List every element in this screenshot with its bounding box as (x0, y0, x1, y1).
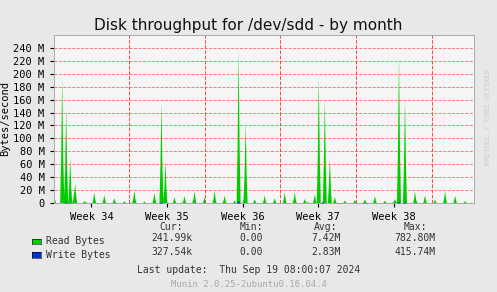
Text: Max:: Max: (403, 222, 427, 232)
Text: Avg:: Avg: (314, 222, 337, 232)
Text: Read Bytes: Read Bytes (46, 237, 104, 246)
Text: 327.54k: 327.54k (151, 247, 192, 257)
Text: Write Bytes: Write Bytes (46, 250, 110, 260)
Text: Cur:: Cur: (160, 222, 183, 232)
Text: 782.80M: 782.80M (395, 234, 435, 244)
Text: Disk throughput for /dev/sdd - by month: Disk throughput for /dev/sdd - by month (94, 18, 403, 33)
Text: 241.99k: 241.99k (151, 234, 192, 244)
Text: 7.42M: 7.42M (311, 234, 340, 244)
Text: Min:: Min: (239, 222, 263, 232)
Text: Last update:  Thu Sep 19 08:00:07 2024: Last update: Thu Sep 19 08:00:07 2024 (137, 265, 360, 275)
Text: 2.83M: 2.83M (311, 247, 340, 257)
Text: 0.00: 0.00 (239, 234, 263, 244)
Text: 415.74M: 415.74M (395, 247, 435, 257)
Text: Munin 2.0.25-2ubuntu0.16.04.4: Munin 2.0.25-2ubuntu0.16.04.4 (170, 280, 327, 289)
Text: 0.00: 0.00 (239, 247, 263, 257)
Text: RRDTOOL / TOBI OETIKER: RRDTOOL / TOBI OETIKER (485, 69, 491, 165)
Y-axis label: Bytes/second: Bytes/second (0, 81, 10, 157)
